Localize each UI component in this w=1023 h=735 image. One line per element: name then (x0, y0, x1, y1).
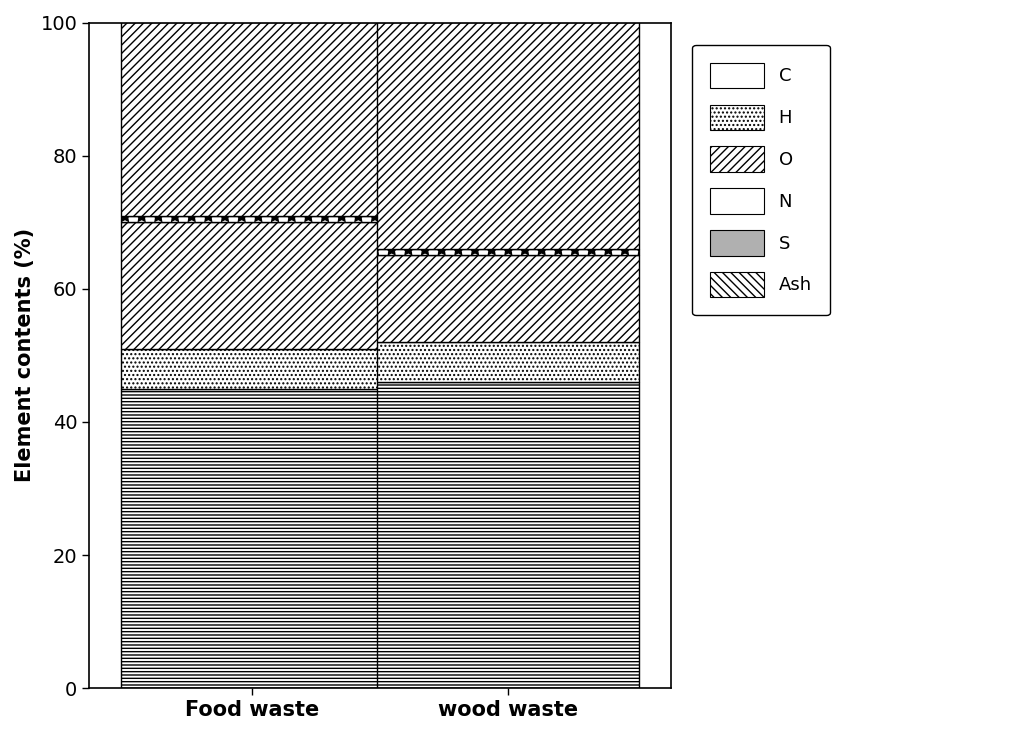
Bar (377, 256, 639, 342)
Bar (377, 249, 639, 256)
Bar (122, 23, 384, 215)
Bar (122, 389, 384, 688)
Bar (377, 342, 639, 382)
Y-axis label: Element contents (%): Element contents (%) (15, 229, 35, 482)
Legend: C, H, O, N, S, Ash: C, H, O, N, S, Ash (692, 45, 830, 315)
Bar (377, 23, 639, 249)
Bar (122, 215, 384, 222)
Bar (122, 222, 384, 348)
Bar (377, 382, 639, 688)
Bar (122, 348, 384, 389)
